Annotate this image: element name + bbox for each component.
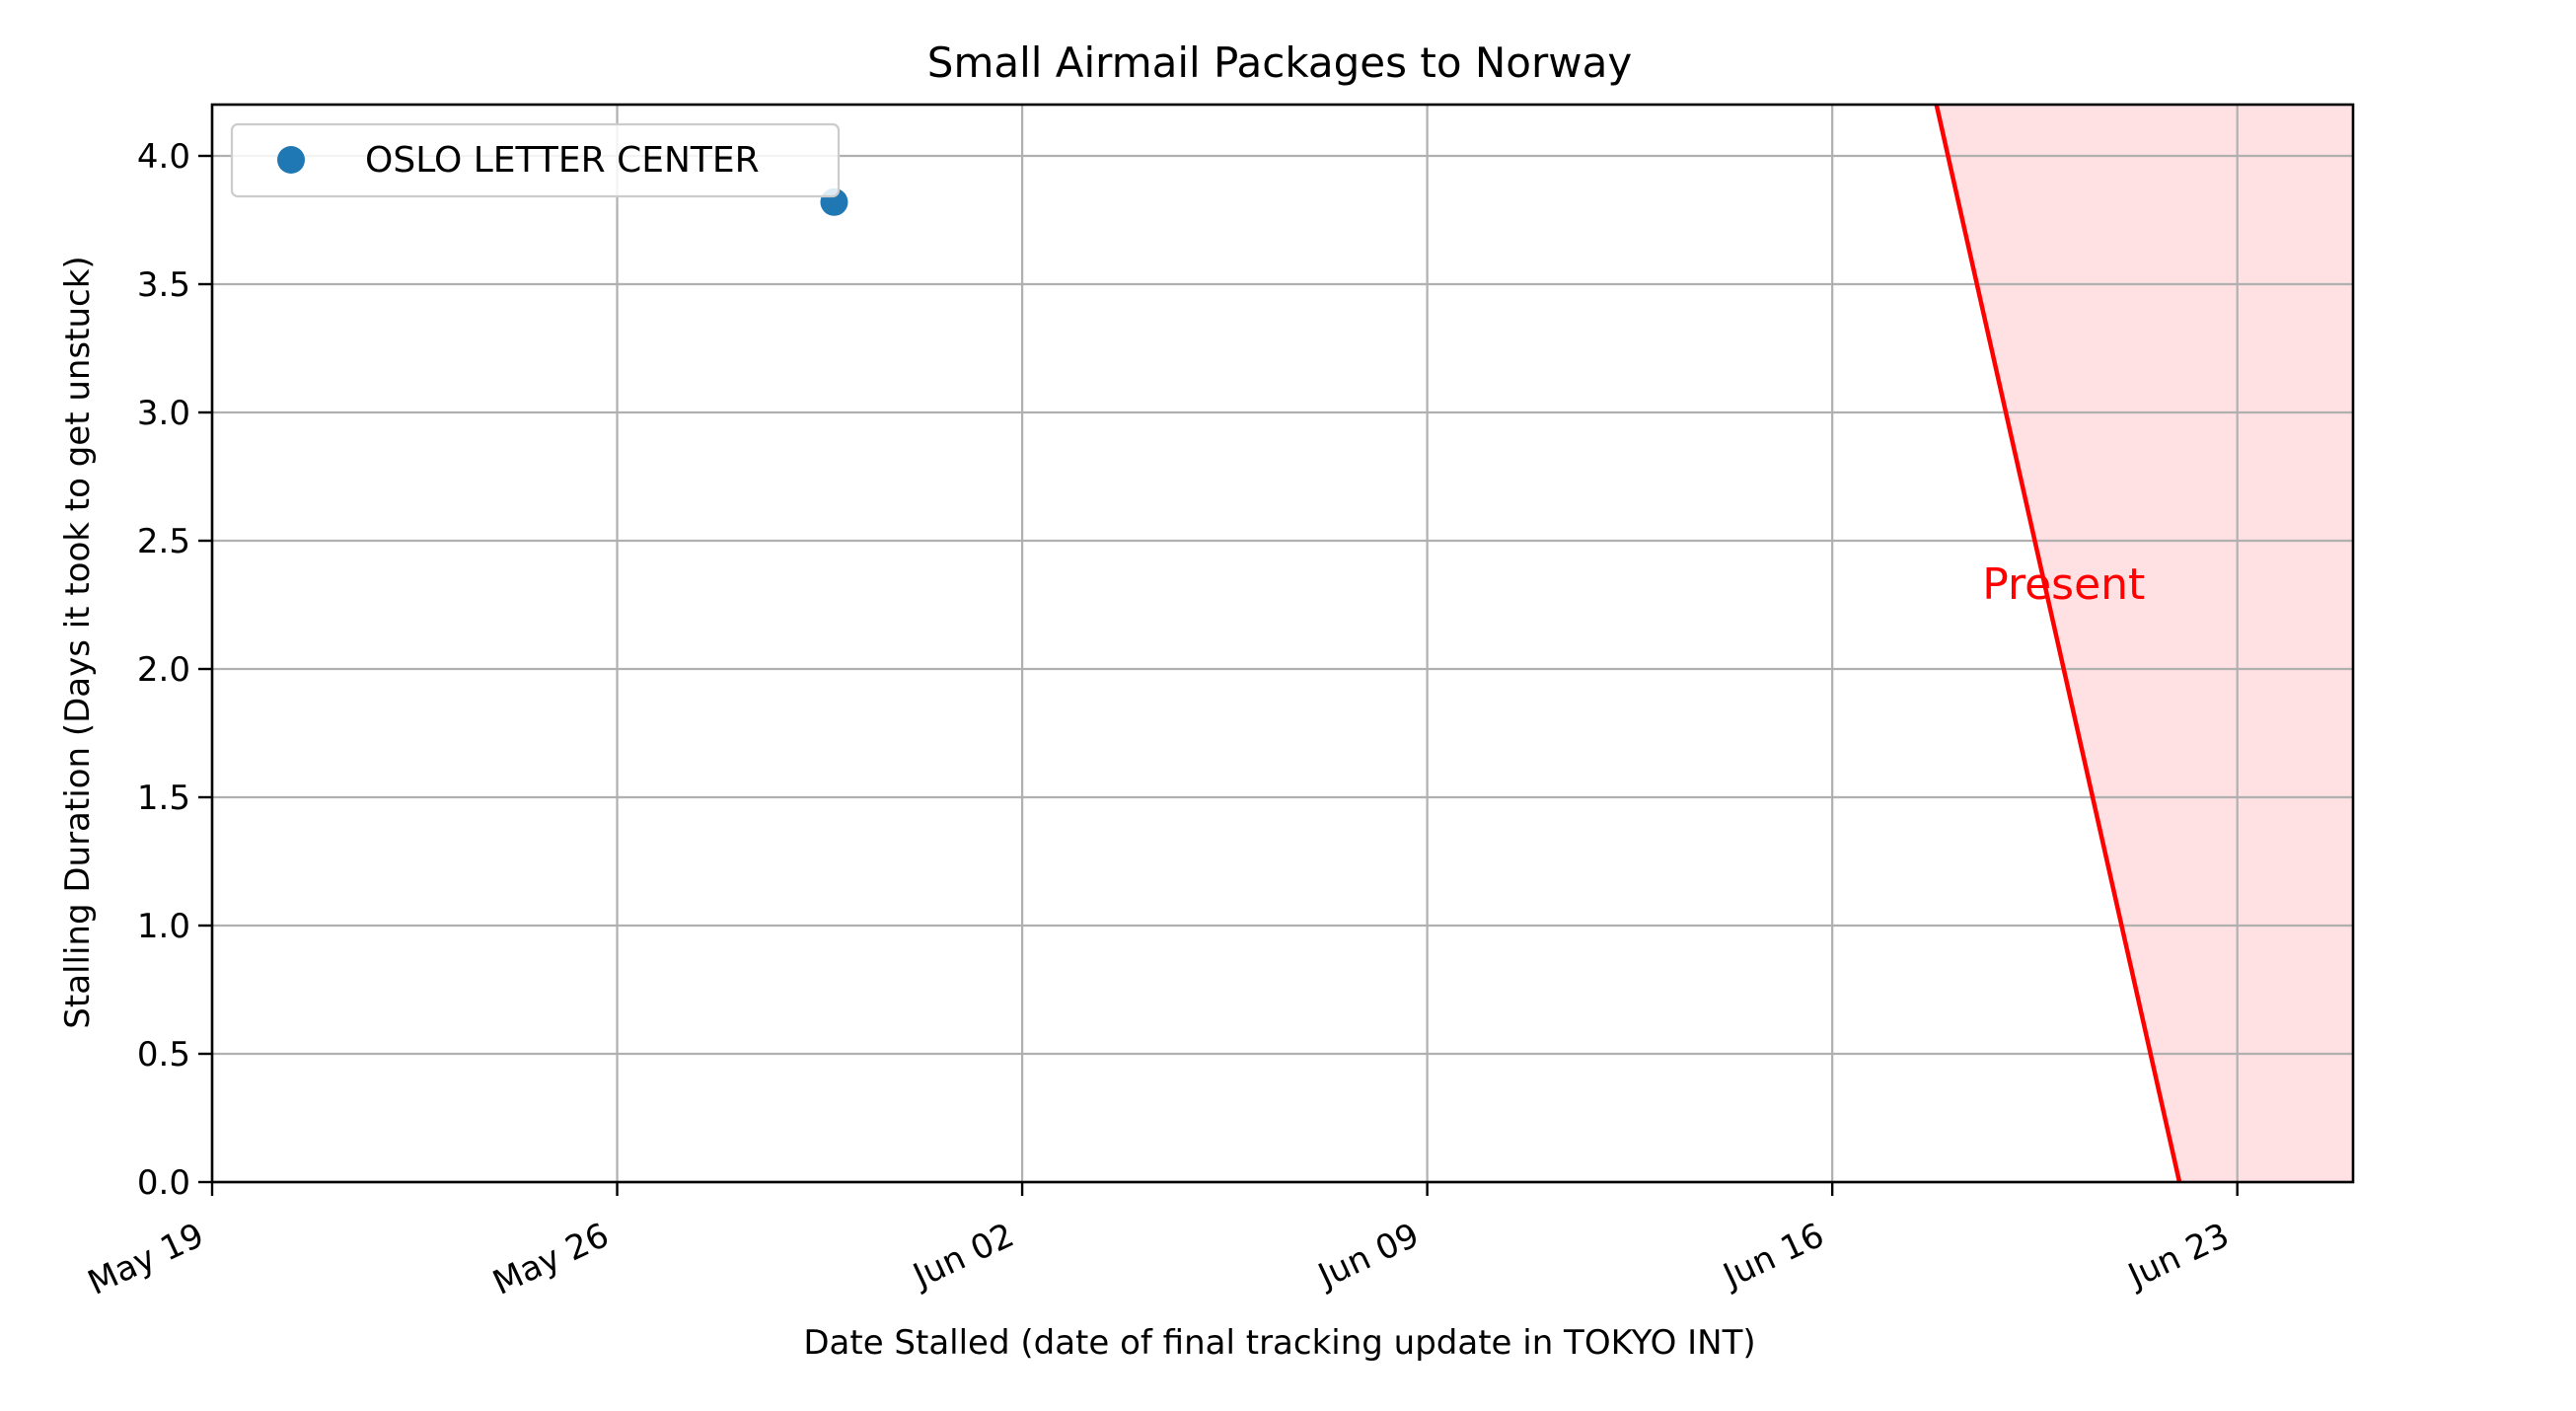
present-line <box>1934 105 2182 1182</box>
y-tick-label: 0.5 <box>137 1035 190 1075</box>
legend-marker <box>277 146 305 174</box>
y-axis-label: Stalling Duration (Days it took to get u… <box>58 256 98 1028</box>
legend-label: OSLO LETTER CENTER <box>365 140 760 181</box>
plot-frame <box>210 103 2355 1184</box>
y-tick-label: 3.5 <box>137 265 190 305</box>
y-tick-label: 2.5 <box>137 522 190 561</box>
y-tick-label: 1.5 <box>137 779 190 818</box>
chart-title: Small Airmail Packages to Norway <box>927 38 1632 87</box>
y-tick-label: 4.0 <box>137 137 190 177</box>
present-region <box>1936 105 2353 1182</box>
y-tick-label: 1.0 <box>137 907 190 946</box>
y-tick-label: 3.0 <box>137 394 190 433</box>
legend-box <box>230 122 841 198</box>
present-label: Present <box>1982 559 2145 610</box>
y-tick-label: 2.0 <box>137 650 190 690</box>
x-axis-label: Date Stalled (date of final tracking upd… <box>803 1323 1755 1363</box>
y-tick-label: 0.0 <box>137 1163 190 1203</box>
